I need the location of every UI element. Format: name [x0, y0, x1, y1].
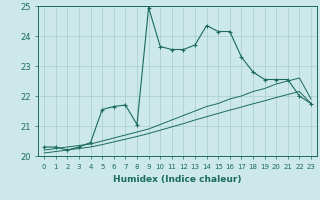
X-axis label: Humidex (Indice chaleur): Humidex (Indice chaleur) — [113, 175, 242, 184]
